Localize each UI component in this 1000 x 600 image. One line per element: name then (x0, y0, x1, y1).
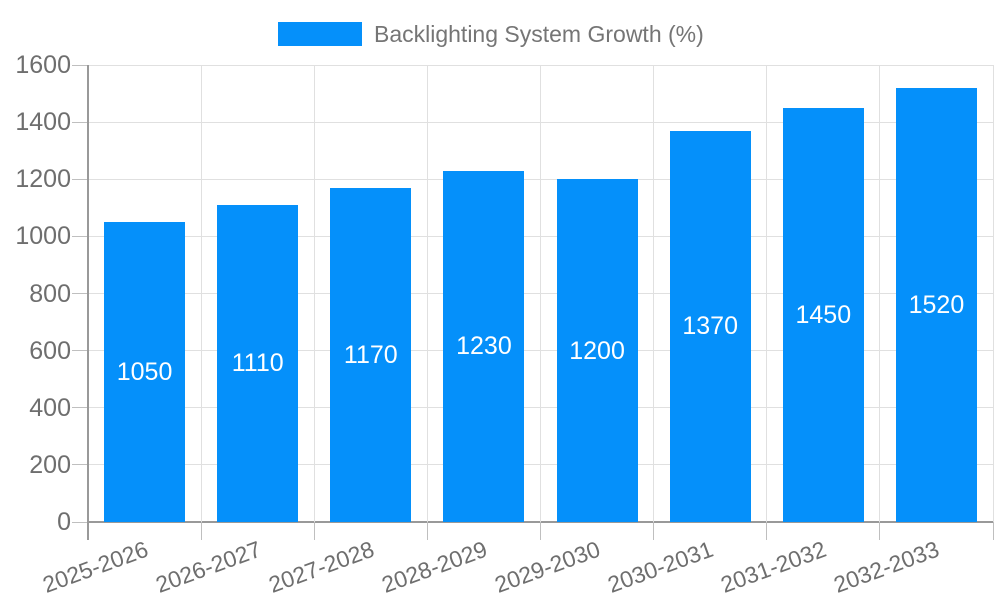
y-axis-label: 0 (57, 508, 71, 536)
bar-value-label: 1170 (343, 340, 398, 369)
bar-value-label: 1370 (682, 312, 738, 341)
bar[interactable]: 1050 (104, 222, 186, 522)
bar[interactable]: 1110 (217, 204, 299, 522)
x-gridline (766, 65, 768, 522)
y-axis-line (87, 65, 89, 540)
y-axis-tick (72, 121, 88, 123)
x-gridline (313, 65, 315, 522)
y-axis-tick (72, 64, 88, 66)
bar-value-label: 1110 (231, 349, 284, 378)
y-axis-tick (72, 407, 88, 409)
x-gridline (540, 65, 541, 522)
x-gridline (200, 65, 202, 522)
legend-series-label: Backlighting System Growth (%) (374, 21, 704, 47)
legend-swatch (278, 22, 362, 46)
x-axis-tick (992, 522, 994, 540)
legend: Backlighting System Growth (%) (278, 21, 704, 47)
y-axis-label: 1400 (15, 108, 71, 137)
y-axis-tick (72, 235, 88, 237)
bar[interactable]: 1200 (556, 179, 638, 522)
bar[interactable]: 1170 (330, 187, 412, 522)
y-axis-tick (72, 178, 88, 180)
bar-value-label: 1050 (116, 358, 173, 387)
y-axis-label: 400 (29, 393, 71, 422)
bar[interactable]: 1450 (782, 107, 864, 522)
x-axis-tick (200, 522, 202, 540)
x-gridline (879, 65, 881, 522)
x-gridline (992, 65, 994, 522)
bar[interactable]: 1370 (669, 130, 751, 522)
x-axis-tick (540, 522, 541, 540)
bar[interactable]: 1520 (895, 87, 977, 522)
x-axis-tick (879, 522, 881, 540)
y-axis-label: 800 (29, 279, 71, 308)
x-gridline (653, 65, 655, 522)
x-axis-tick (766, 522, 768, 540)
y-axis-label: 1000 (15, 222, 71, 251)
bar-value-label: 1230 (456, 332, 512, 361)
y-axis-tick (72, 521, 88, 523)
y-axis-tick (72, 464, 88, 466)
x-axis-tick (426, 522, 428, 540)
bar-value-label: 1450 (795, 300, 852, 329)
y-axis-label: 1200 (15, 165, 71, 194)
bar[interactable]: 1230 (443, 170, 525, 522)
y-axis-label: 200 (29, 450, 71, 479)
y-axis-label: 600 (29, 336, 71, 365)
y-axis-label: 1600 (15, 51, 71, 79)
bar-value-label: 1520 (908, 290, 965, 319)
y-axis-tick (72, 293, 88, 294)
y-axis-tick (72, 350, 88, 352)
x-axis-tick (653, 522, 655, 540)
x-gridline (426, 65, 428, 522)
x-axis-tick (313, 522, 315, 540)
bar-value-label: 1200 (569, 336, 625, 365)
